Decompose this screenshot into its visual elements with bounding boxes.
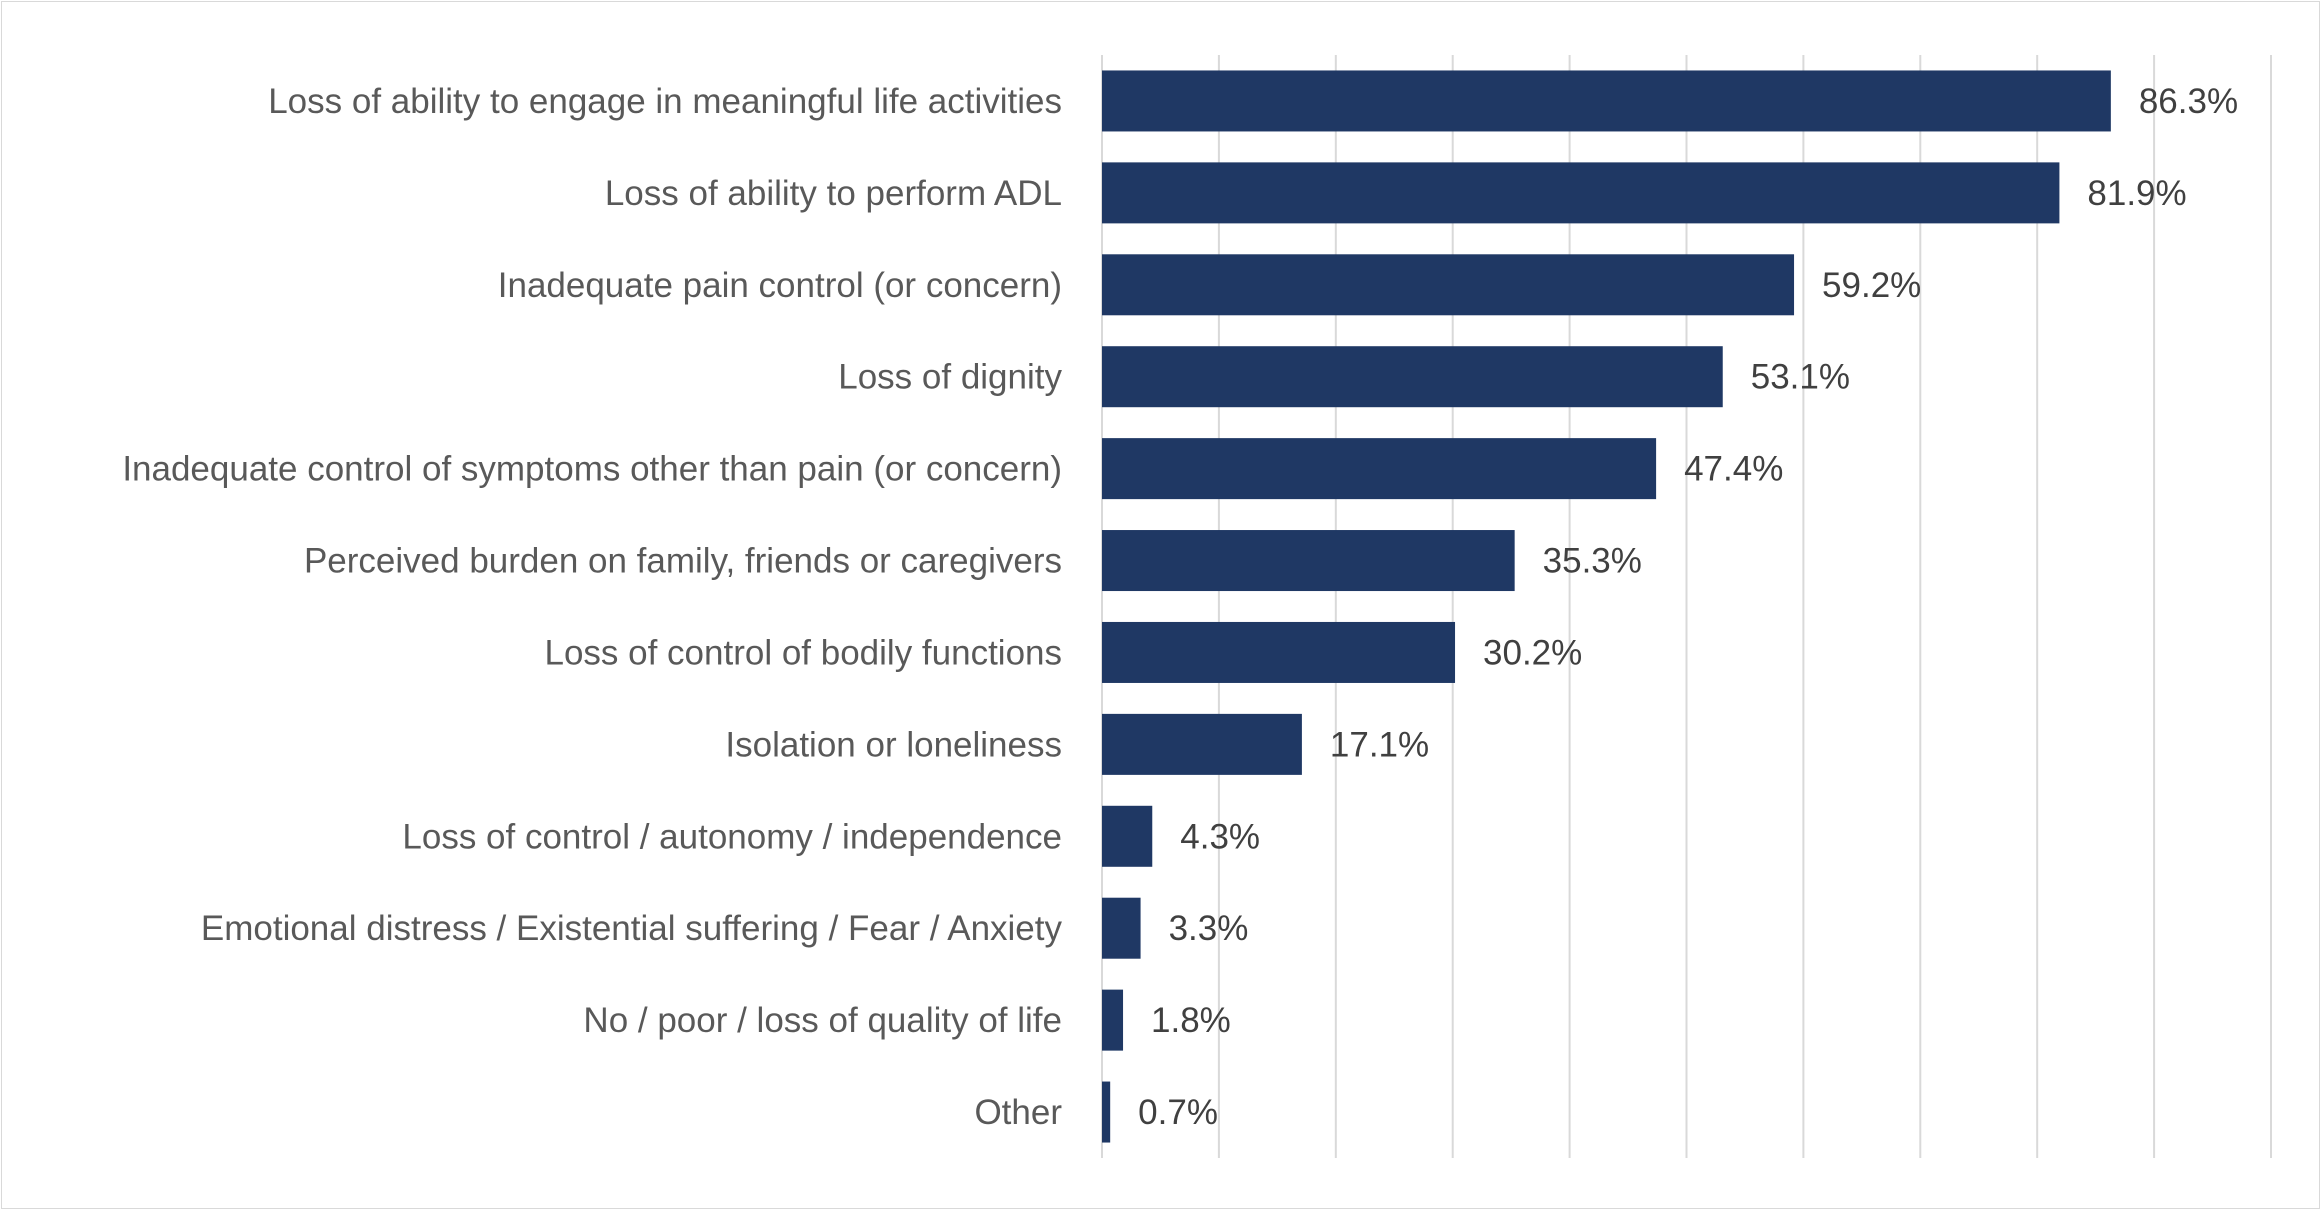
category-label: Emotional distress / Existential sufferi… — [201, 909, 1063, 948]
bars — [1102, 70, 2111, 1143]
bar — [1102, 621, 1456, 683]
bar — [1102, 713, 1302, 775]
category-labels: Loss of ability to engage in meaningful … — [122, 82, 1062, 1132]
data-label: 59.2% — [1822, 266, 1921, 305]
data-label: 81.9% — [2087, 174, 2186, 213]
bar — [1102, 805, 1153, 867]
category-label: Loss of dignity — [838, 358, 1062, 397]
data-label: 53.1% — [1751, 358, 1850, 397]
bar — [1102, 530, 1515, 592]
data-label: 47.4% — [1684, 450, 1783, 489]
data-label: 0.7% — [1138, 1093, 1218, 1132]
bar — [1102, 989, 1124, 1051]
data-label: 1.8% — [1151, 1001, 1231, 1040]
bar — [1102, 254, 1795, 316]
data-label: 4.3% — [1180, 817, 1260, 856]
gridlines — [1101, 55, 2272, 1158]
bar — [1102, 1081, 1111, 1143]
category-label: Inadequate control of symptoms other tha… — [122, 450, 1062, 489]
data-labels: 86.3% 81.9% 59.2% 53.1% 47.4% 35.3% 30.2% 17.1%… — [1138, 82, 2238, 1132]
data-label: 35.3% — [1543, 542, 1642, 581]
category-label: Inadequate pain control (or concern) — [498, 266, 1062, 305]
category-label: No / poor / loss of quality of life — [583, 1001, 1062, 1040]
data-label: 3.3% — [1169, 909, 1249, 948]
category-label: Loss of control of bodily functions — [544, 633, 1062, 672]
category-label: Perceived burden on family, friends or c… — [304, 542, 1062, 581]
bar — [1102, 897, 1141, 959]
category-label: Loss of ability to perform ADL — [605, 174, 1062, 213]
bar — [1102, 162, 2060, 224]
data-label: 17.1% — [1330, 725, 1429, 764]
data-label: 30.2% — [1483, 633, 1582, 672]
category-label: Loss of control / autonomy / independenc… — [402, 817, 1062, 856]
category-label: Other — [974, 1093, 1062, 1132]
data-label: 86.3% — [2139, 82, 2238, 121]
bar — [1102, 70, 2111, 132]
bar — [1102, 438, 1657, 500]
category-label: Isolation or loneliness — [725, 725, 1062, 764]
bar — [1102, 346, 1723, 408]
category-label: Loss of ability to engage in meaningful … — [268, 82, 1062, 121]
